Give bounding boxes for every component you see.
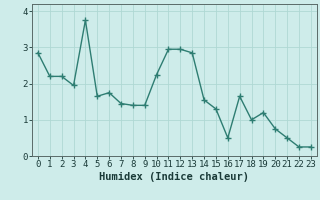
X-axis label: Humidex (Indice chaleur): Humidex (Indice chaleur) (100, 172, 249, 182)
